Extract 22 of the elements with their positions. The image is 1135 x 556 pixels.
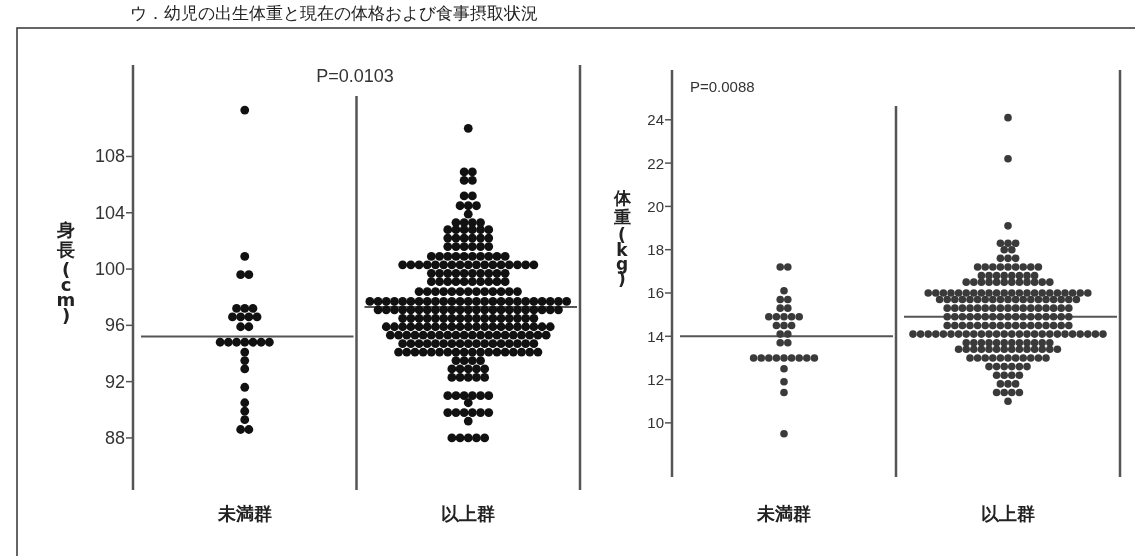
y-tick-label: 92	[104, 371, 125, 392]
chart-title: ウ．幼児の出生体重と現在の体格および食事摂取状況	[130, 3, 538, 23]
annotation: P=0.0088	[690, 78, 755, 95]
y-tick-label: 10	[647, 414, 664, 432]
y-tick-label: 18	[647, 241, 664, 259]
y-tick-label: 22	[647, 154, 664, 172]
y-tick-label: 104	[94, 202, 125, 223]
y-tick-label: 96	[104, 315, 125, 336]
y-tick-label: 24	[647, 111, 664, 129]
y-tick-label: 14	[647, 327, 664, 345]
y-tick-label: 20	[647, 197, 664, 215]
x-tick-label: 以上群	[441, 503, 496, 524]
x-tick-label: 未満群	[756, 503, 811, 524]
y-axis-title: 身長(cm)	[56, 219, 76, 326]
annotation: P=0.0103	[316, 66, 394, 86]
y-tick-label: 88	[104, 427, 125, 448]
y-tick-label: 108	[94, 146, 125, 167]
y-tick-label: 12	[647, 371, 664, 389]
y-tick-label: 100	[94, 259, 125, 280]
x-tick-label: 以上群	[981, 503, 1035, 524]
y-tick-label: 16	[647, 284, 664, 302]
x-tick-label: 未満群	[216, 503, 272, 524]
